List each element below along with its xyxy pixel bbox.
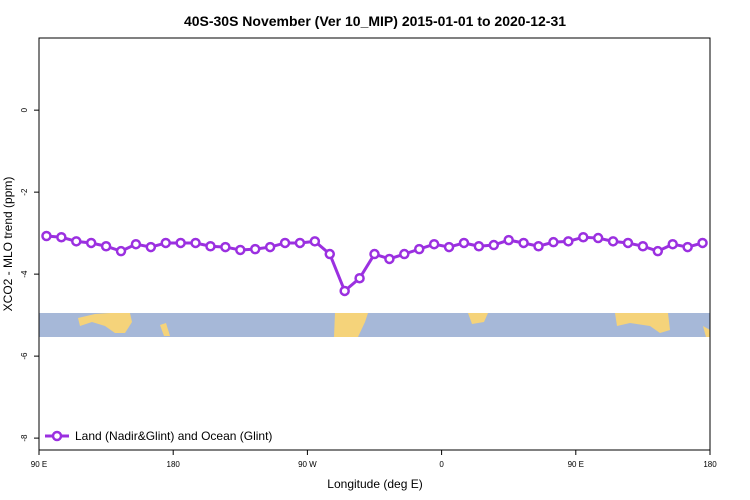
data-point (548, 236, 559, 248)
data-point (637, 241, 649, 252)
y-tick-label: -6 (20, 352, 29, 360)
x-axis-label: Longitude (deg E) (327, 477, 422, 491)
x-tick-label: 180 (167, 460, 181, 469)
data-point (175, 237, 186, 249)
legend-label: Land (Nadir&Glint) and Ocean (Glint) (75, 429, 272, 443)
x-tick-label: 90 E (568, 460, 584, 469)
data-point (71, 236, 82, 247)
data-point (145, 241, 157, 253)
data-point (533, 241, 544, 252)
data-point (354, 272, 365, 284)
data-point (607, 236, 619, 247)
data-point (488, 239, 500, 251)
map-band (39, 313, 710, 337)
data-point (279, 237, 291, 249)
data-point (384, 253, 395, 265)
data-point (130, 238, 142, 250)
legend: Land (Nadir&Glint) and Ocean (Glint) (45, 429, 272, 443)
data-point (428, 238, 440, 250)
data-point (399, 248, 410, 260)
data-point (682, 241, 693, 253)
data-point (220, 241, 231, 253)
data-point (56, 231, 67, 243)
data-point (41, 230, 52, 242)
y-tick-label: -8 (20, 434, 29, 442)
chart-title: 40S-30S November (Ver 10_MIP) 2015-01-01… (184, 13, 566, 29)
data-point (369, 248, 380, 260)
data-point (324, 248, 336, 260)
data-point (622, 237, 634, 249)
y-tick-label: -2 (20, 188, 29, 196)
data-point (160, 237, 171, 249)
data-point (339, 285, 350, 297)
data-point (100, 241, 112, 252)
data-point (458, 237, 470, 249)
data-point (115, 245, 127, 257)
data-point (309, 236, 321, 247)
data-point (294, 237, 306, 249)
data-point (413, 243, 425, 255)
y-tick-label: -4 (20, 270, 29, 278)
data-point (473, 241, 485, 252)
data-point (667, 238, 678, 250)
data-point (563, 236, 574, 247)
x-tick-label: 180 (703, 460, 717, 469)
data-point (235, 244, 246, 256)
data-point (85, 237, 97, 249)
data-point (592, 232, 604, 244)
x-tick-label: 90 E (31, 460, 47, 469)
x-tick-label: 90 W (298, 460, 317, 469)
data-point (503, 234, 514, 246)
y-axis-label: XCO2 - MLO trend (ppm) (1, 177, 15, 312)
data-point (249, 243, 261, 255)
legend-marker (51, 430, 63, 442)
series-line (46, 234, 703, 294)
data-point (518, 237, 529, 249)
data-point (205, 241, 216, 252)
x-tick-label: 0 (439, 460, 444, 469)
data-point (443, 241, 455, 253)
plot-frame (38, 37, 711, 451)
data-point (652, 245, 664, 257)
y-tick-label: 0 (20, 107, 29, 112)
data-point (578, 231, 589, 243)
data-point (190, 237, 201, 249)
data-point (264, 241, 276, 253)
data-point (697, 237, 708, 249)
